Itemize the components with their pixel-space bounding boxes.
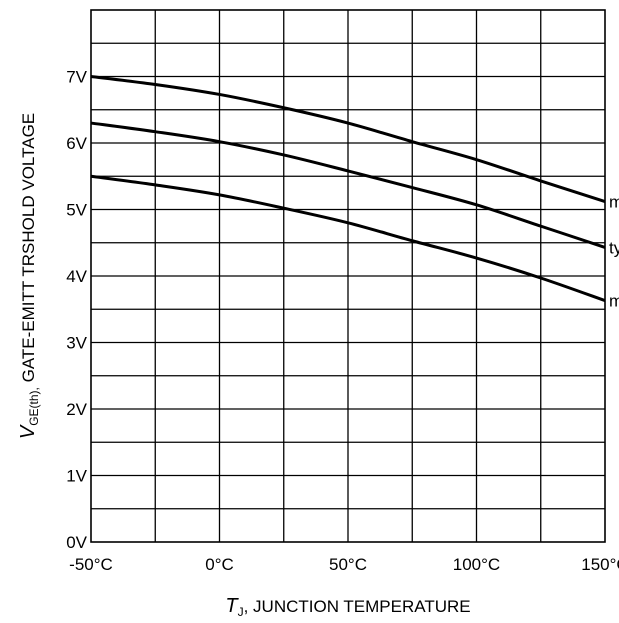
grid xyxy=(91,10,605,542)
series-label-typ: typ. xyxy=(609,238,619,257)
y-tick-label: 7V xyxy=(66,68,87,87)
y-tick-label: 0V xyxy=(66,533,87,552)
series-label-min: min. xyxy=(609,292,619,311)
series-line-max xyxy=(90,75,606,203)
x-tick-labels: -50°C 0°C 50°C 100°C 150°C xyxy=(69,555,619,574)
x-tick-label: 100°C xyxy=(453,555,500,574)
y-tick-label: 5V xyxy=(66,201,87,220)
y-tick-label: 4V xyxy=(66,267,87,286)
series-line-min xyxy=(90,174,606,303)
plot-frame xyxy=(90,9,606,543)
y-tick-labels: 0V 1V 2V 3V 4V 5V 6V 7V xyxy=(66,68,87,553)
y-tick-label: 6V xyxy=(66,134,87,153)
y-tick-label: 1V xyxy=(66,467,87,486)
series-label-background xyxy=(609,289,619,312)
y-axis-title: VGE(th), GATE-EMITT TRSHOLD VOLTAGE xyxy=(17,113,41,439)
series-label-background xyxy=(609,190,619,213)
series-label-background xyxy=(609,236,619,259)
x-axis-title: TJ, JUNCTION TEMPERATURE xyxy=(225,595,470,619)
x-tick-label: 150°C xyxy=(581,555,619,574)
series-labels: max. typ. min. xyxy=(609,190,619,312)
x-tick-label: -50°C xyxy=(69,555,113,574)
x-tick-label: 50°C xyxy=(329,555,367,574)
series-line-typ xyxy=(90,121,606,249)
series-curves xyxy=(90,75,606,303)
y-tick-label: 3V xyxy=(66,334,87,353)
y-tick-label: 2V xyxy=(66,400,87,419)
series-label-max: max. xyxy=(609,193,619,212)
x-tick-label: 0°C xyxy=(205,555,234,574)
